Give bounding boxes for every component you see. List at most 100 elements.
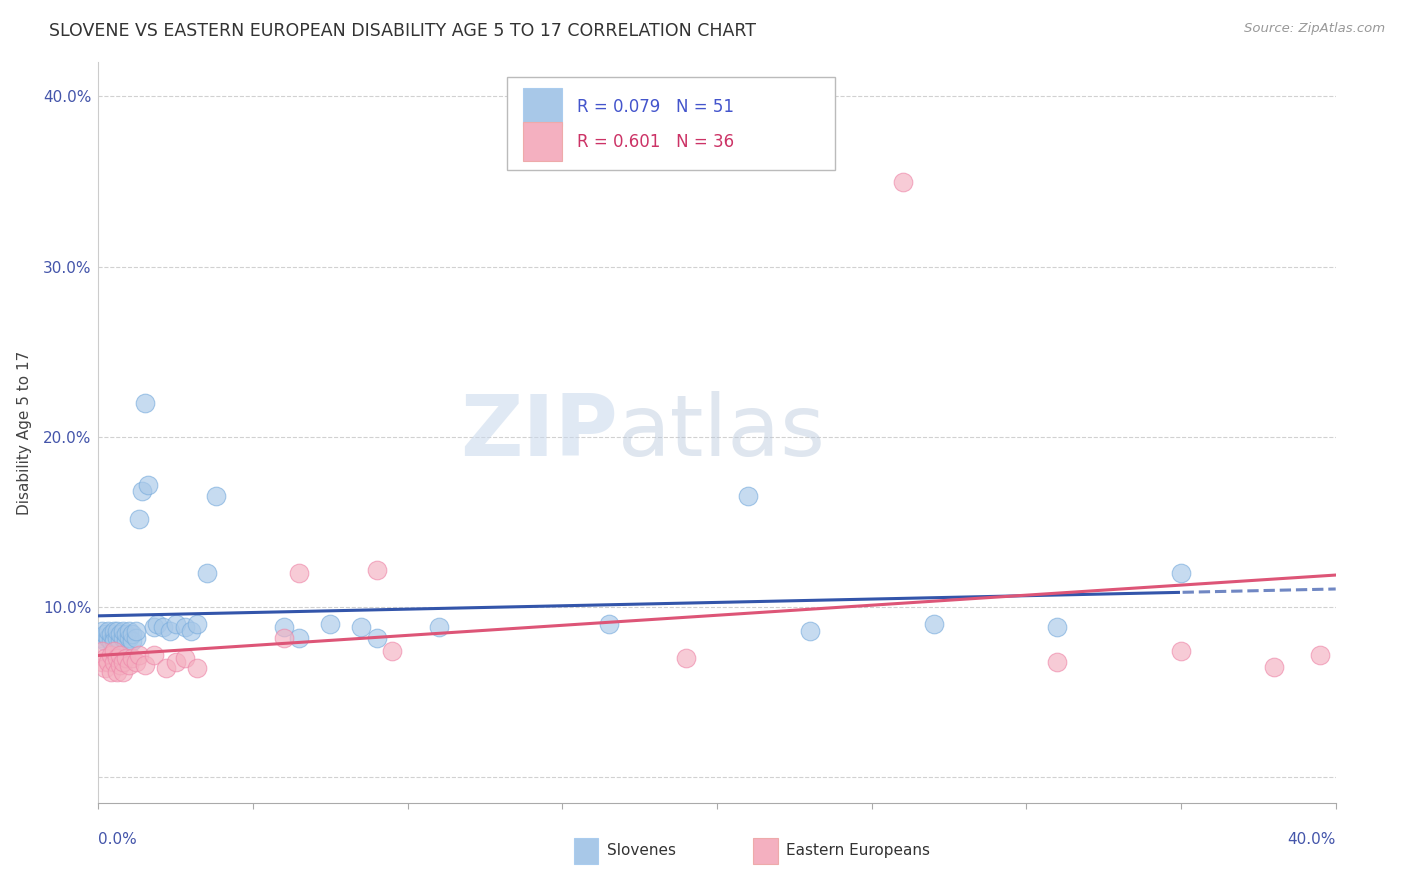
Point — [128, 511, 150, 525]
FancyBboxPatch shape — [523, 87, 562, 126]
Point — [195, 566, 218, 580]
Point — [105, 665, 128, 679]
Point — [319, 617, 342, 632]
Point — [108, 648, 131, 662]
Point — [93, 627, 115, 641]
Point — [103, 644, 125, 658]
Text: 40.0%: 40.0% — [1288, 832, 1336, 847]
Point — [205, 490, 228, 504]
Point — [124, 655, 146, 669]
Point — [1263, 659, 1285, 673]
Point — [124, 631, 146, 645]
Point — [427, 620, 450, 634]
Point — [108, 627, 131, 641]
Point — [922, 617, 945, 632]
Point — [105, 631, 128, 645]
Point — [366, 563, 388, 577]
Point — [186, 661, 208, 675]
Text: R = 0.601   N = 36: R = 0.601 N = 36 — [578, 133, 734, 151]
Point — [124, 624, 146, 638]
Point — [146, 617, 169, 632]
Text: R = 0.079   N = 51: R = 0.079 N = 51 — [578, 98, 734, 116]
Point — [100, 648, 122, 662]
Point — [366, 631, 388, 645]
Point — [103, 624, 125, 638]
Point — [381, 644, 404, 658]
Point — [143, 620, 166, 634]
Text: Eastern Europeans: Eastern Europeans — [786, 844, 931, 858]
Text: ZIP: ZIP — [460, 391, 619, 475]
Point — [134, 657, 156, 672]
FancyBboxPatch shape — [754, 838, 778, 863]
Point — [112, 665, 135, 679]
Point — [100, 665, 122, 679]
Point — [1170, 566, 1192, 580]
Point — [90, 655, 112, 669]
Point — [186, 617, 208, 632]
Point — [891, 175, 914, 189]
Point — [118, 631, 141, 645]
FancyBboxPatch shape — [523, 122, 562, 161]
Point — [598, 617, 620, 632]
Point — [97, 655, 120, 669]
FancyBboxPatch shape — [574, 838, 599, 863]
Point — [105, 624, 128, 638]
Point — [115, 634, 138, 648]
Text: 0.0%: 0.0% — [98, 832, 138, 847]
Point — [112, 631, 135, 645]
Point — [165, 617, 187, 632]
Point — [103, 631, 125, 645]
Point — [273, 631, 295, 645]
Point — [121, 634, 143, 648]
Point — [105, 651, 128, 665]
Point — [1309, 648, 1331, 662]
Point — [273, 620, 295, 634]
Point — [100, 627, 122, 641]
Text: atlas: atlas — [619, 391, 827, 475]
Text: Slovenes: Slovenes — [607, 844, 676, 858]
Point — [121, 651, 143, 665]
Point — [93, 634, 115, 648]
Point — [799, 624, 821, 638]
Point — [155, 661, 177, 675]
Point — [1046, 620, 1069, 634]
Point — [108, 634, 131, 648]
Text: SLOVENE VS EASTERN EUROPEAN DISABILITY AGE 5 TO 17 CORRELATION CHART: SLOVENE VS EASTERN EUROPEAN DISABILITY A… — [49, 22, 756, 40]
Point — [143, 648, 166, 662]
Point — [93, 651, 115, 665]
Point — [97, 624, 120, 638]
Point — [112, 624, 135, 638]
Point — [118, 624, 141, 638]
Point — [108, 657, 131, 672]
Point — [288, 631, 311, 645]
Point — [180, 624, 202, 638]
Point — [1046, 655, 1069, 669]
Point — [103, 634, 125, 648]
Point — [128, 648, 150, 662]
Point — [131, 484, 153, 499]
Point — [165, 655, 187, 669]
FancyBboxPatch shape — [506, 78, 835, 169]
Point — [103, 655, 125, 669]
Point — [90, 624, 112, 638]
Point — [112, 655, 135, 669]
Point — [97, 631, 120, 645]
Y-axis label: Disability Age 5 to 17: Disability Age 5 to 17 — [17, 351, 32, 515]
Point — [737, 490, 759, 504]
Point — [1170, 644, 1192, 658]
Point — [90, 644, 112, 658]
Point — [288, 566, 311, 580]
Point — [675, 651, 697, 665]
Text: Source: ZipAtlas.com: Source: ZipAtlas.com — [1244, 22, 1385, 36]
Point — [115, 651, 138, 665]
Point — [152, 620, 174, 634]
Point — [134, 396, 156, 410]
Point — [115, 627, 138, 641]
Point — [159, 624, 181, 638]
Point — [136, 477, 159, 491]
Point — [174, 651, 197, 665]
Point — [90, 631, 112, 645]
Point — [350, 620, 373, 634]
Point — [118, 657, 141, 672]
Point — [121, 627, 143, 641]
